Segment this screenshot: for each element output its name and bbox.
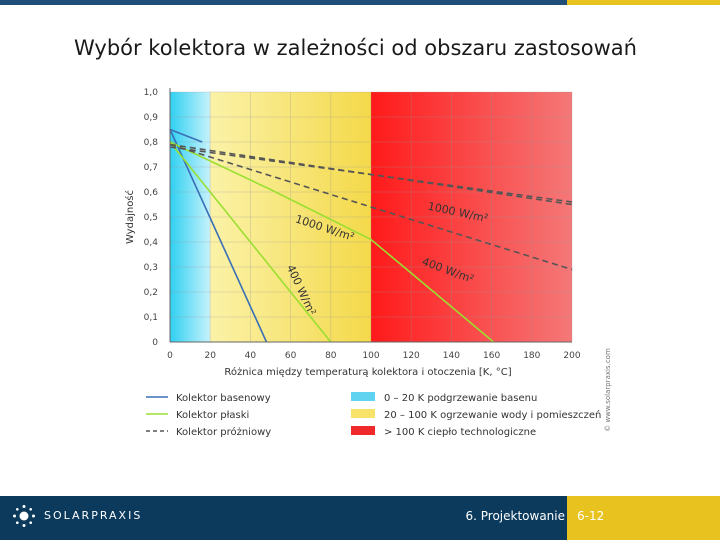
legend-label: Kolektor basenowy xyxy=(176,393,271,404)
y-tick-label: 1,0 xyxy=(144,88,159,98)
slide-title: Wybór kolektora w zależności od obszaru … xyxy=(74,36,637,60)
page-number: 6-12 xyxy=(577,509,605,523)
footer-section: 6. Projektowanie xyxy=(465,509,565,523)
x-tick-label: 100 xyxy=(362,351,379,361)
legend-band-label: 0 – 20 K podgrzewanie basenu xyxy=(384,393,537,404)
sun-logo-icon xyxy=(13,505,35,527)
series-line-0 xyxy=(169,129,268,343)
top-accent-bar-blue xyxy=(0,0,567,5)
legend-band-swatch xyxy=(351,426,375,435)
series-line-2 xyxy=(169,141,332,343)
page-number-box: 6-12 xyxy=(567,496,720,540)
y-tick-label: 0,2 xyxy=(144,288,158,298)
y-tick-label: 0,3 xyxy=(144,263,158,273)
legend-label: Kolektor płaski xyxy=(176,410,249,421)
y-tick-label: 0,5 xyxy=(144,213,158,223)
x-tick-label: 180 xyxy=(523,351,540,361)
x-axis-label: Różnica między temperaturą kolektora i o… xyxy=(224,366,511,378)
x-tick-label: 80 xyxy=(325,351,337,361)
band-0 xyxy=(170,92,211,342)
x-tick-label: 60 xyxy=(285,351,297,361)
y-tick-label: 0,7 xyxy=(144,163,158,173)
chart-series xyxy=(169,128,573,343)
legend-label: Kolektor próżniowy xyxy=(176,426,271,438)
copyright-note: © www.solarpraxis.com xyxy=(604,348,612,432)
band-1 xyxy=(210,92,371,342)
x-tick-label: 20 xyxy=(204,351,216,361)
top-accent-bar xyxy=(0,0,720,5)
legend-band-label: > 100 K ciepło technologiczne xyxy=(384,427,536,438)
y-axis-label: Wydajność xyxy=(124,190,136,244)
y-tick-label: 0,8 xyxy=(144,138,159,148)
legend-band-swatch xyxy=(351,409,375,418)
x-tick-label: 140 xyxy=(443,351,460,361)
chart-legend: Kolektor basenowy Kolektor płaski Kolektor… xyxy=(146,392,601,438)
legend-band-label: 20 – 100 K ogrzewanie wody i pomieszczeń xyxy=(384,409,601,421)
series-line-5 xyxy=(169,143,573,271)
y-tick-label: 0,1 xyxy=(144,313,158,323)
y-tick-label: 0,4 xyxy=(144,238,159,248)
y-tick-label: 0,6 xyxy=(144,188,159,198)
x-tick-label: 40 xyxy=(245,351,257,361)
series-line-6 xyxy=(169,146,573,203)
y-tick-label: 0,9 xyxy=(144,113,159,123)
y-tick-label: 0 xyxy=(152,338,158,348)
x-tick-label: 0 xyxy=(167,351,173,361)
chart-axes: 0 20 40 60 80 100 120 140 160 180 200 0 0,1 0,2 0,3 0,4… xyxy=(124,88,612,432)
legend-band-swatch xyxy=(351,392,375,401)
x-tick-label: 160 xyxy=(483,351,500,361)
series-line-3 xyxy=(169,141,495,343)
x-tick-label: 120 xyxy=(403,351,420,361)
footer-bar: SOLARPRAXIS 6. Projektowanie 6-12 xyxy=(0,496,720,540)
x-tick-label: 200 xyxy=(563,351,580,361)
footer-brand: SOLARPRAXIS xyxy=(44,509,143,522)
series-line-1 xyxy=(169,128,203,143)
top-accent-bar-yellow xyxy=(567,0,720,5)
